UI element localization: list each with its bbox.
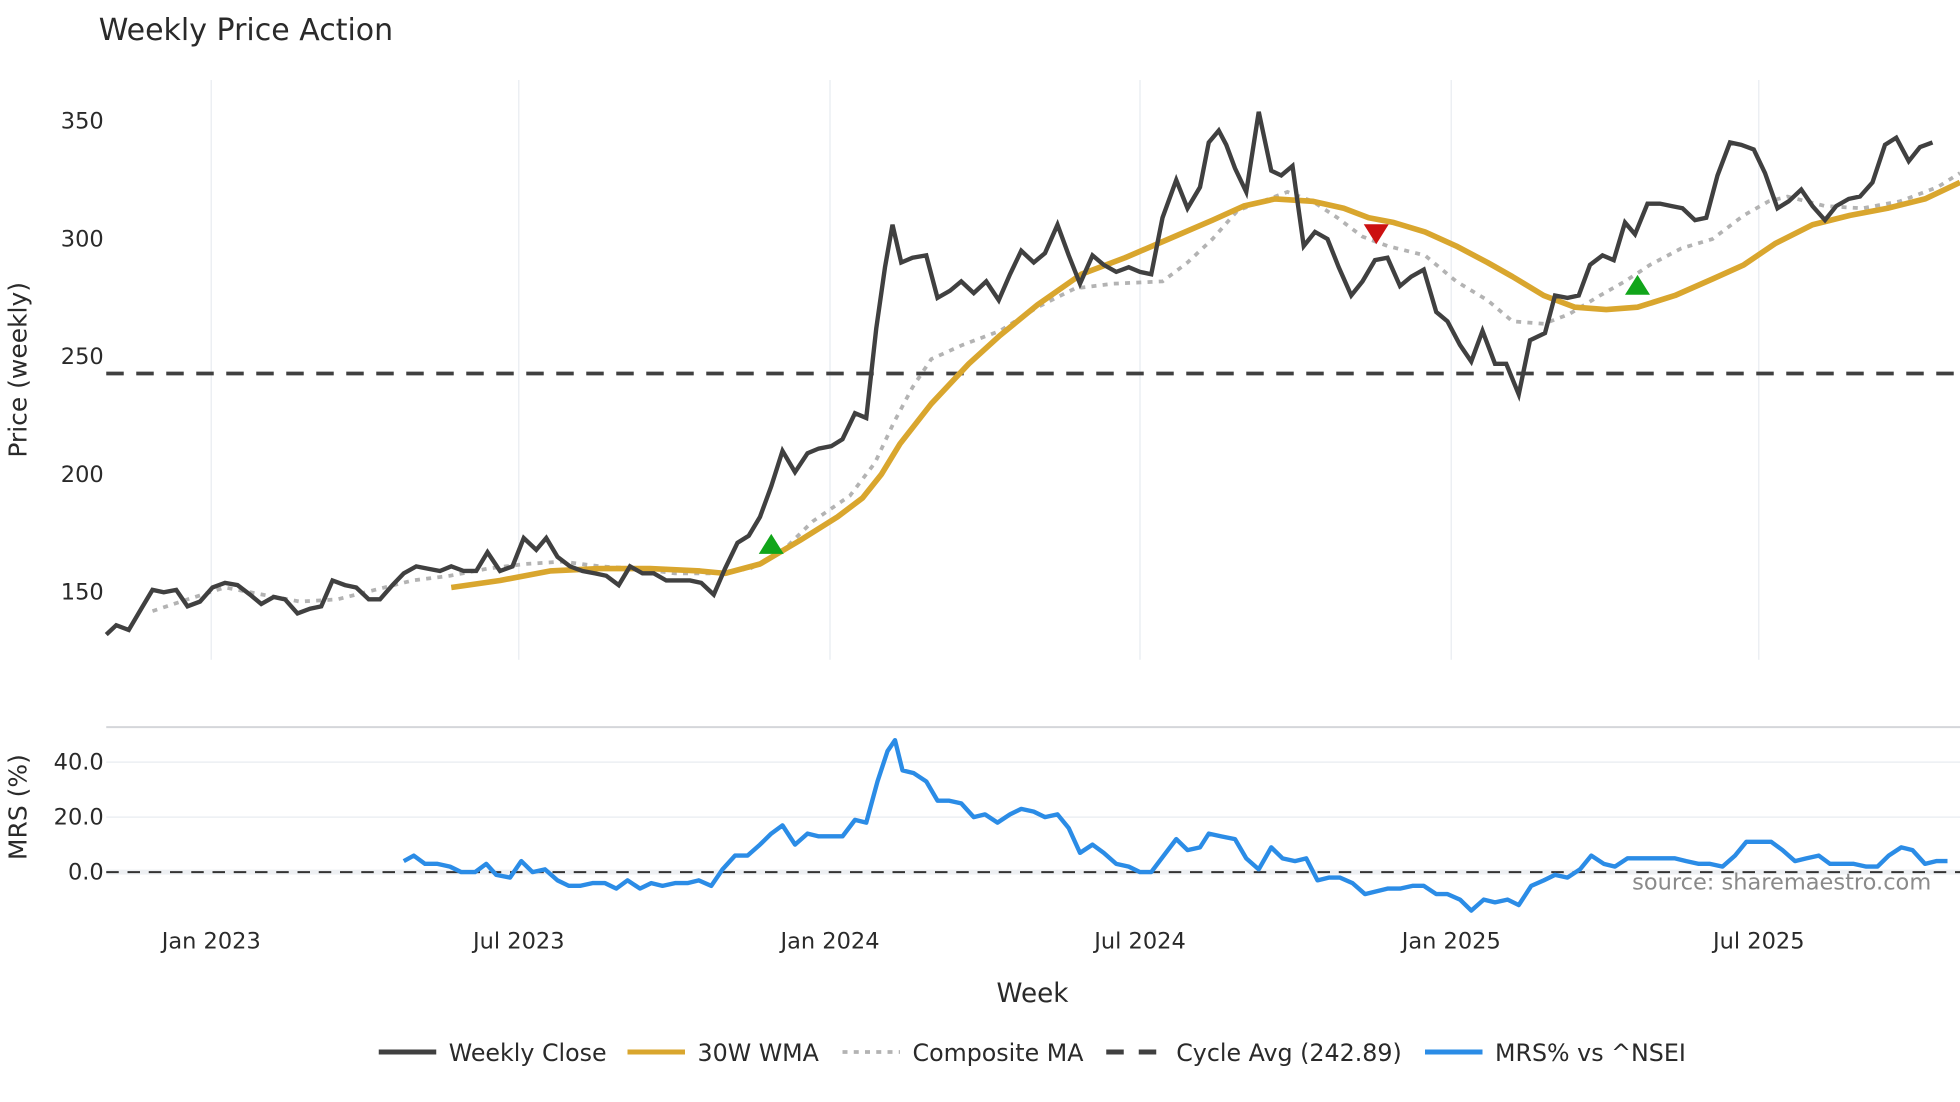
price-y-tick: 300 (61, 226, 104, 252)
mrs-line (402, 737, 1948, 913)
legend: Weekly Close 30W WMA Composite MA Cycle Avg… (378, 1039, 1686, 1067)
x-tick-label: Jan 2024 (778, 928, 879, 954)
mrs-y-tick: 40.0 (54, 750, 104, 776)
x-tick-label: Jul 2024 (1092, 928, 1186, 954)
price-y-axis-label: Price (weekly) (3, 282, 32, 458)
price-panel: 350 300 250 200 150 Price (weekly) (3, 79, 1960, 660)
legend-item-wma30[interactable]: 30W WMA (627, 1039, 820, 1067)
buy-signal-marker-icon (1625, 274, 1650, 295)
price-gridlines (210, 79, 1760, 660)
signal-markers (758, 224, 1650, 554)
source-watermark: source: sharemaestro.com (1632, 870, 1931, 896)
price-y-tick: 200 (61, 462, 104, 488)
x-tick-label: Jul 2025 (1711, 928, 1805, 954)
legend-label: Weekly Close (449, 1039, 607, 1067)
x-tick-label: Jul 2023 (471, 928, 565, 954)
price-y-tick: 150 (61, 580, 104, 606)
mrs-y-tick-labels: 40.0 20.0 0.0 (54, 750, 104, 886)
x-tick-label: Jan 2025 (1400, 928, 1501, 954)
legend-item-mrs[interactable]: MRS% vs ^NSEI (1425, 1039, 1686, 1067)
legend-item-cycle_avg[interactable]: Cycle Avg (242.89) (1106, 1039, 1402, 1067)
mrs-panel: 40.0 20.0 0.0 MRS (%) source: sharemaestro… (3, 737, 1960, 913)
chart-title: Weekly Price Action (99, 13, 393, 48)
mrs-zero-band (106, 869, 1960, 875)
wma-30w-line (450, 179, 1960, 591)
price-y-tick: 350 (61, 109, 104, 135)
legend-label: Composite MA (913, 1039, 1085, 1067)
legend-item-composite_ma[interactable]: Composite MA (842, 1039, 1085, 1067)
weekly-close-line (104, 111, 1934, 637)
mrs-y-tick: 20.0 (54, 805, 104, 831)
x-tick-label: Jan 2023 (160, 928, 261, 954)
mrs-gridlines (106, 761, 1960, 875)
composite-ma-line (151, 171, 1960, 613)
price-y-tick: 250 (61, 344, 104, 370)
x-tick-labels: Jan 2023 Jul 2023 Jan 2024 Jul 2024 Jan 2025… (160, 928, 1805, 954)
legend-label: Cycle Avg (242.89) (1176, 1039, 1402, 1067)
x-axis-label: Week (997, 979, 1070, 1009)
buy-signal-marker-icon (758, 533, 784, 554)
sell-signal-marker-icon (1363, 224, 1389, 245)
legend-item-weekly_close[interactable]: Weekly Close (378, 1039, 607, 1067)
price-y-tick-labels: 350 300 250 200 150 (61, 109, 104, 606)
legend-label: MRS% vs ^NSEI (1495, 1039, 1686, 1067)
mrs-y-tick: 0.0 (68, 860, 104, 886)
legend-label: 30W WMA (698, 1039, 820, 1067)
mrs-y-axis-label: MRS (%) (3, 754, 32, 860)
